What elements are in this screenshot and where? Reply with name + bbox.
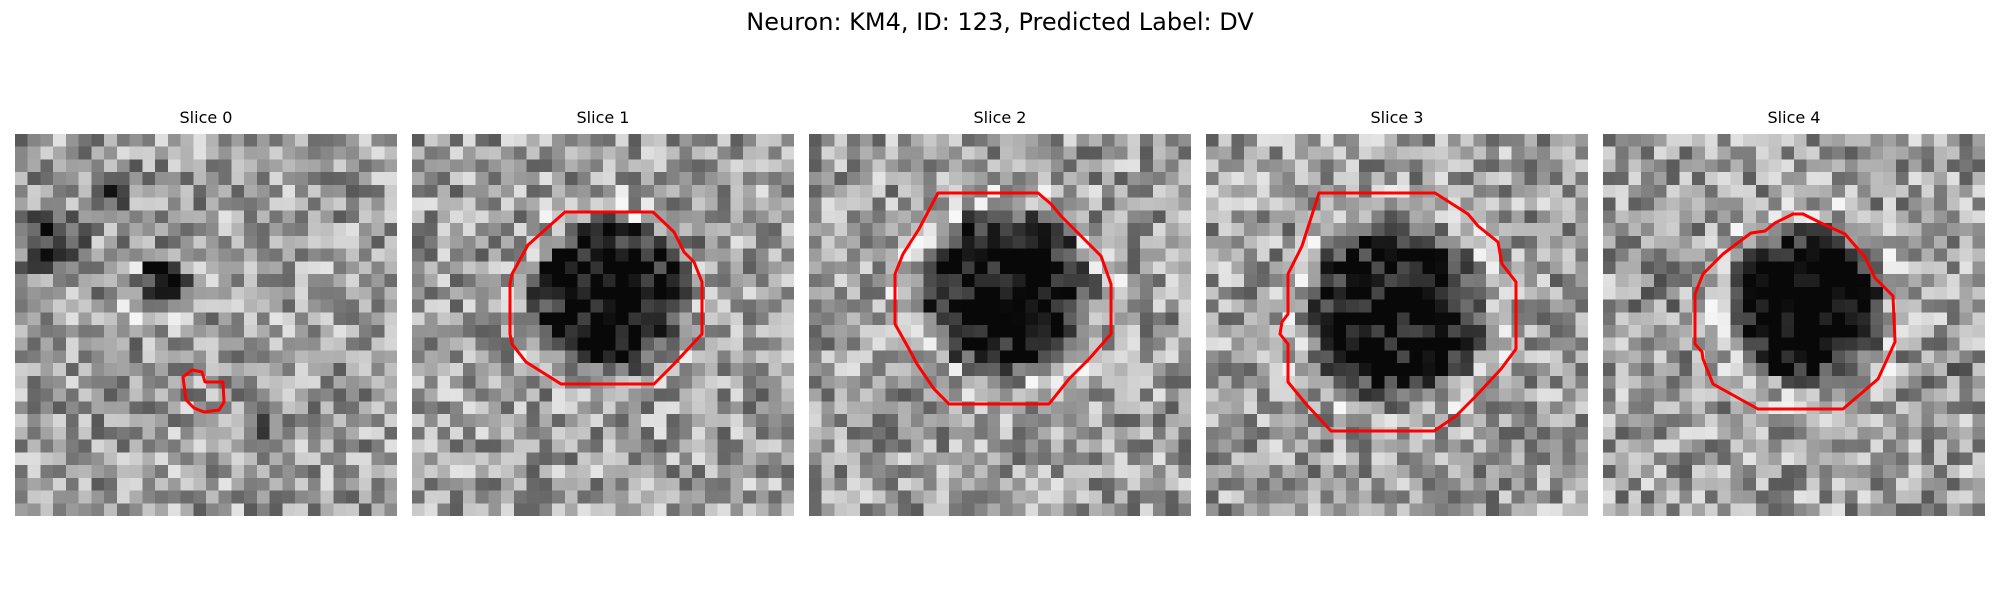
slice-title: Slice 1 bbox=[576, 108, 630, 127]
figure-title: Neuron: KM4, ID: 123, Predicted Label: D… bbox=[746, 8, 1254, 36]
slice-title: Slice 2 bbox=[973, 108, 1027, 127]
slice-panel-1: Slice 1 bbox=[412, 108, 794, 516]
grayscale-patch bbox=[809, 134, 1191, 516]
cell-contour-overlay bbox=[1278, 191, 1518, 433]
grayscale-patch bbox=[1603, 134, 1985, 516]
slice-panel-3: Slice 3 bbox=[1206, 108, 1588, 516]
grayscale-patch bbox=[1206, 134, 1588, 516]
slice-image bbox=[1206, 134, 1588, 516]
roi-contour bbox=[893, 191, 1113, 406]
roi-contour bbox=[508, 210, 704, 386]
slice-image bbox=[412, 134, 794, 516]
slice-panel-2: Slice 2 bbox=[809, 108, 1191, 516]
cell-contour-overlay bbox=[181, 368, 226, 414]
cell-contour-overlay bbox=[893, 191, 1113, 406]
slice-image bbox=[15, 134, 397, 516]
slice-title: Slice 4 bbox=[1767, 108, 1821, 127]
grayscale-patch bbox=[412, 134, 794, 516]
slice-title: Slice 0 bbox=[179, 108, 233, 127]
roi-contour bbox=[1693, 212, 1897, 411]
cell-contour-overlay bbox=[508, 210, 704, 386]
roi-contour bbox=[181, 368, 226, 414]
roi-contour bbox=[1278, 191, 1518, 433]
slice-title: Slice 3 bbox=[1370, 108, 1424, 127]
slice-panel-0: Slice 0 bbox=[15, 108, 397, 516]
slice-image bbox=[1603, 134, 1985, 516]
slice-panel-4: Slice 4 bbox=[1603, 108, 1985, 516]
grayscale-patch bbox=[15, 134, 397, 516]
cell-contour-overlay bbox=[1693, 212, 1897, 411]
slice-image bbox=[809, 134, 1191, 516]
